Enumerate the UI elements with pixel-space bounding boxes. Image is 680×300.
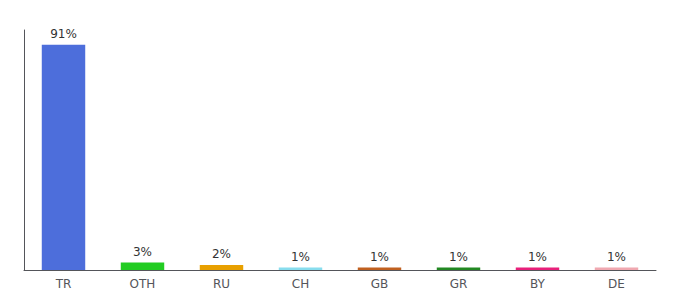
svg-text:DE: DE (608, 277, 625, 291)
svg-text:91%: 91% (50, 27, 77, 41)
svg-text:2%: 2% (212, 247, 231, 261)
svg-text:1%: 1% (528, 250, 547, 264)
svg-text:1%: 1% (449, 250, 468, 264)
svg-text:1%: 1% (370, 250, 389, 264)
svg-text:GR: GR (450, 277, 468, 291)
svg-text:TR: TR (55, 277, 72, 291)
svg-text:3%: 3% (133, 245, 152, 259)
svg-text:RU: RU (213, 277, 230, 291)
svg-text:BY: BY (530, 277, 546, 291)
svg-text:GB: GB (371, 277, 389, 291)
svg-text:CH: CH (292, 277, 309, 291)
svg-text:OTH: OTH (130, 277, 156, 291)
svg-text:1%: 1% (291, 250, 310, 264)
svg-text:1%: 1% (607, 250, 626, 264)
